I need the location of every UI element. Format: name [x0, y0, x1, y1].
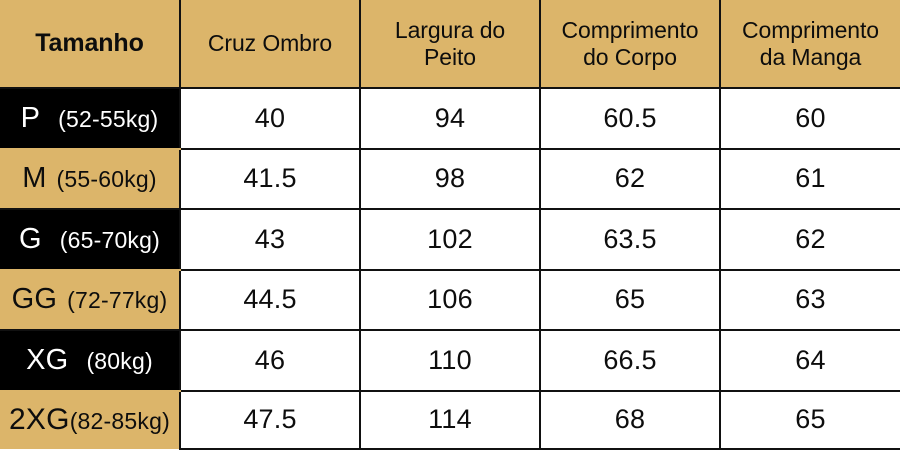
table-body: P (52-55kg) 40 94 60.5 60 M (55-60kg) 41…: [0, 87, 900, 450]
cell-comprimento-manga: 65: [719, 389, 900, 450]
cell-comprimento-corpo: 68: [539, 389, 721, 450]
size-code: P: [20, 101, 41, 134]
cell-largura-peito: 94: [359, 87, 541, 150]
size-cell-gg: GG (72-77kg): [0, 268, 181, 331]
size-weight-range: (82-85kg): [69, 408, 170, 435]
cell-comprimento-manga: 63: [719, 268, 900, 331]
size-cell-xg: XG (80kg): [0, 329, 181, 392]
header-comprimento-manga: Comprimento da Manga: [719, 0, 900, 89]
size-weight-range: (52-55kg): [58, 105, 159, 132]
cell-largura-peito: 114: [359, 389, 541, 450]
size-code: M: [22, 162, 47, 195]
header-largura-peito: Largura do Peito: [359, 0, 541, 89]
cell-cruz-ombro: 41.5: [179, 147, 361, 210]
header-tamanho: Tamanho: [0, 0, 181, 89]
table-row: XG (80kg) 46 110 66.5 64: [0, 329, 900, 392]
cell-largura-peito: 102: [359, 208, 541, 271]
cell-comprimento-corpo: 66.5: [539, 329, 721, 392]
cell-cruz-ombro: 44.5: [179, 268, 361, 331]
size-weight-range: (80kg): [86, 347, 153, 374]
table-row: 2XG (82-85kg) 47.5 114 68 65: [0, 389, 900, 450]
size-code: 2XG: [9, 403, 70, 437]
size-cell-p: P (52-55kg): [0, 87, 181, 150]
size-code: XG: [26, 343, 69, 376]
table-row: GG (72-77kg) 44.5 106 65 63: [0, 268, 900, 331]
size-cell-g: G (65-70kg): [0, 208, 181, 271]
cell-cruz-ombro: 43: [179, 208, 361, 271]
cell-comprimento-manga: 61: [719, 147, 900, 210]
cell-comprimento-manga: 60: [719, 87, 900, 150]
size-code: G: [18, 222, 42, 255]
size-cell-2xg: 2XG (82-85kg): [0, 389, 181, 449]
cell-comprimento-manga: 64: [719, 329, 900, 392]
table-row: G (65-70kg) 43 102 63.5 62: [0, 208, 900, 271]
cell-comprimento-manga: 62: [719, 208, 900, 271]
cell-largura-peito: 98: [359, 147, 541, 210]
cell-comprimento-corpo: 65: [539, 268, 721, 331]
header-comprimento-corpo: Comprimento do Corpo: [539, 0, 721, 89]
cell-comprimento-corpo: 63.5: [539, 208, 721, 271]
table-row: M (55-60kg) 41.5 98 62 61: [0, 147, 900, 210]
size-weight-range: (72-77kg): [67, 287, 168, 314]
size-cell-m: M (55-60kg): [0, 147, 181, 210]
cell-cruz-ombro: 47.5: [179, 389, 361, 450]
table-header: Tamanho Cruz Ombro Largura do Peito Comp…: [0, 0, 900, 89]
header-cruz-ombro: Cruz Ombro: [179, 0, 361, 89]
size-code: GG: [11, 283, 58, 316]
table-row: P (52-55kg) 40 94 60.5 60: [0, 87, 900, 150]
cell-comprimento-corpo: 62: [539, 147, 721, 210]
cell-comprimento-corpo: 60.5: [539, 87, 721, 150]
header-row: Tamanho Cruz Ombro Largura do Peito Comp…: [0, 0, 900, 89]
size-weight-range: (65-70kg): [59, 226, 160, 253]
cell-largura-peito: 110: [359, 329, 541, 392]
cell-cruz-ombro: 46: [179, 329, 361, 392]
size-weight-range: (55-60kg): [56, 166, 157, 193]
cell-cruz-ombro: 40: [179, 87, 361, 150]
cell-largura-peito: 106: [359, 268, 541, 331]
